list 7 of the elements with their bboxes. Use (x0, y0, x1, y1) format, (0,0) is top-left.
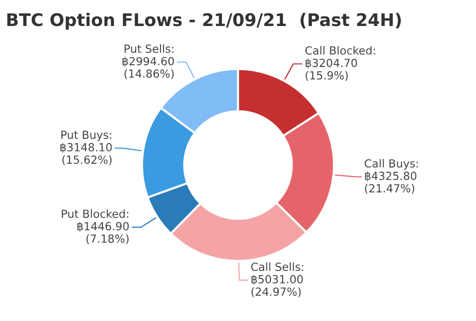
slice-label: Put Blocked: ฿1446.90 (7.18%) (62, 209, 129, 244)
slice-label: Put Buys: ฿3148.10 (15.62%) (60, 130, 112, 166)
slice-label: Put Sells: ฿2994.60 (14.86%) (122, 44, 174, 80)
slice-label: Call Sells: ฿5031.00 (24.97%) (251, 262, 304, 298)
slice-label: Call Blocked: ฿3204.70 (15.9%) (305, 46, 375, 81)
chart-title: BTC Option FLows - 21/09/21 (Past 24H) (7, 12, 401, 30)
slice-label: Call Buys: ฿4325.80 (21.47%) (364, 159, 418, 194)
